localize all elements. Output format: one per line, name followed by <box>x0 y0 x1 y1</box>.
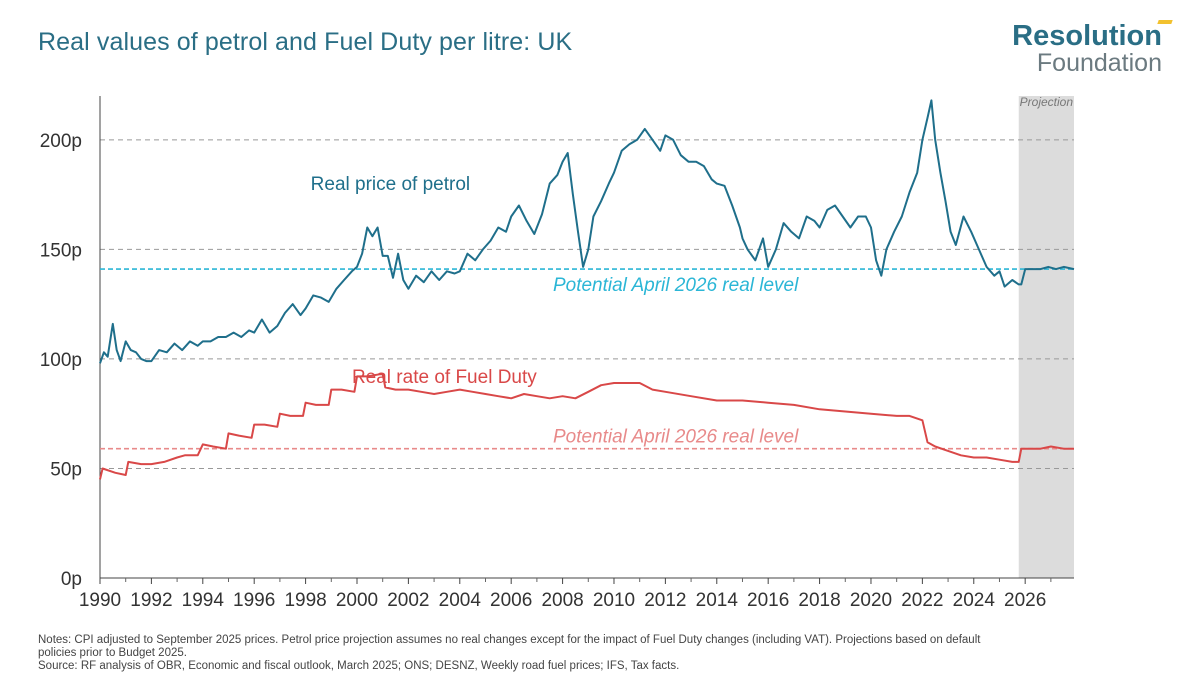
page-title: Real values of petrol and Fuel Duty per … <box>38 28 573 56</box>
notes-line-3: Source: RF analysis of OBR, Economic and… <box>38 660 680 672</box>
x-tick-label: 2024 <box>953 590 996 611</box>
series-label-duty: Real rate of Fuel Duty <box>352 367 537 388</box>
y-tick-label: 100p <box>40 350 82 371</box>
x-tick-label: 2004 <box>439 590 482 611</box>
x-tick-label: 2026 <box>1004 590 1046 611</box>
x-tick-label: 2002 <box>387 590 429 611</box>
y-tick-label: 0p <box>61 569 82 590</box>
x-tick-label: 1994 <box>182 590 225 611</box>
y-tick-label: 150p <box>40 240 82 261</box>
x-tick-label: 2012 <box>644 590 686 611</box>
x-tick-label: 1992 <box>130 590 172 611</box>
reference-line-label-petrol: Potential April 2026 real level <box>553 275 799 296</box>
x-tick-label: 2014 <box>696 590 739 611</box>
series-label-petrol: Real price of petrol <box>311 174 470 195</box>
x-tick-label: 2016 <box>747 590 789 611</box>
x-tick-label: 2010 <box>593 590 635 611</box>
notes-line-1: Notes: CPI adjusted to September 2025 pr… <box>38 634 981 646</box>
x-tick-label: 2022 <box>901 590 943 611</box>
logo-main-text: Resolution <box>1012 20 1162 52</box>
projection-label: Projection <box>1020 95 1074 109</box>
notes: Notes: CPI adjusted to September 2025 pr… <box>38 634 1158 673</box>
x-tick-label: 2008 <box>541 590 583 611</box>
x-tick-label: 1996 <box>233 590 275 611</box>
reference-line-label-duty: Potential April 2026 real level <box>553 427 799 448</box>
logo: Resolution Foundation <box>1012 22 1162 76</box>
x-tick-label: 2020 <box>850 590 892 611</box>
y-tick-label: 50p <box>50 459 82 480</box>
series-line-duty <box>99 373 1074 480</box>
x-tick-label: 1990 <box>79 590 121 611</box>
x-tick-label: 2018 <box>798 590 840 611</box>
series-group <box>99 99 1075 480</box>
x-tick-label: 2000 <box>336 590 378 611</box>
x-tick-label: 2006 <box>490 590 532 611</box>
line-chart: Projection 0p 50p 100p 150p 200p 1990 1992 1994… <box>40 95 1075 611</box>
x-tick-label: 1998 <box>284 590 326 611</box>
y-tick-label: 200p <box>40 131 82 152</box>
reference-lines: Potential April 2026 real level Potential… <box>100 268 1074 450</box>
grid-lines <box>100 139 1074 469</box>
logo-sub-text: Foundation <box>1036 49 1162 77</box>
notes-line-2: policies prior to Budget 2025. <box>38 647 187 659</box>
projection-shade <box>1018 96 1074 578</box>
axes: 0p 50p 100p 150p 200p 1990 1992 1994 1996 1998 200… <box>40 96 1074 611</box>
series-line-petrol <box>99 99 1075 364</box>
series-labels: Real price of petrol Real rate of Fuel Du… <box>311 174 538 388</box>
